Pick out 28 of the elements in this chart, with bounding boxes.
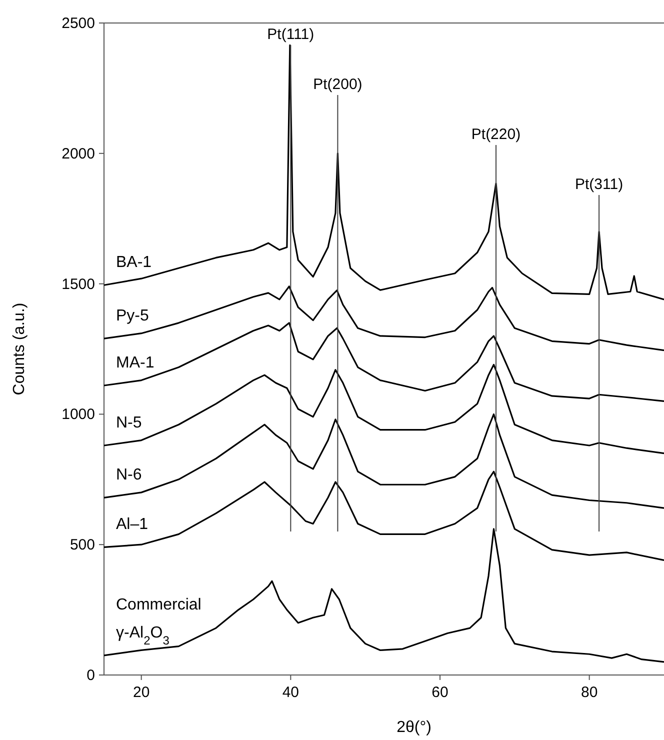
y-axis-title: Counts (a.u.) [11,302,28,396]
line-series [103,528,664,663]
series-label: Al–1 [116,516,148,534]
series-label: BA-1 [116,254,152,272]
series-label: Commercial γ-Al$_{2}$O$_{3}$ [116,596,202,648]
x-tick-label: 40 [282,684,300,701]
x-tick-label: 60 [432,684,448,701]
x-tick-label: 80 [580,684,598,701]
ref-line-label: Pt(311) [575,176,624,193]
line-series [103,286,664,352]
ref-line-label: Pt(200) [313,76,362,93]
series-label: Py-5 [116,308,149,325]
y-tick-label: 2500 [62,15,95,32]
series-label: N-5 [116,414,142,432]
line-series [103,413,664,509]
x-axis-title: 2θ(°) [396,719,432,736]
line-series [103,322,664,402]
ref-line-label: Pt(111) [267,26,314,43]
y-tick-label: 500 [70,536,95,554]
line-series [103,44,664,300]
y-tick-label: 1500 [62,276,95,293]
series-label: MA-1 [116,354,154,372]
y-tick-label: 2000 [62,145,95,162]
y-tick-label: 1000 [62,406,95,424]
series-label: N-6 [116,466,142,484]
y-tick-label: 0 [86,667,95,684]
ref-line-label: Pt(220) [471,126,521,143]
x-tick-label: 20 [132,684,150,701]
